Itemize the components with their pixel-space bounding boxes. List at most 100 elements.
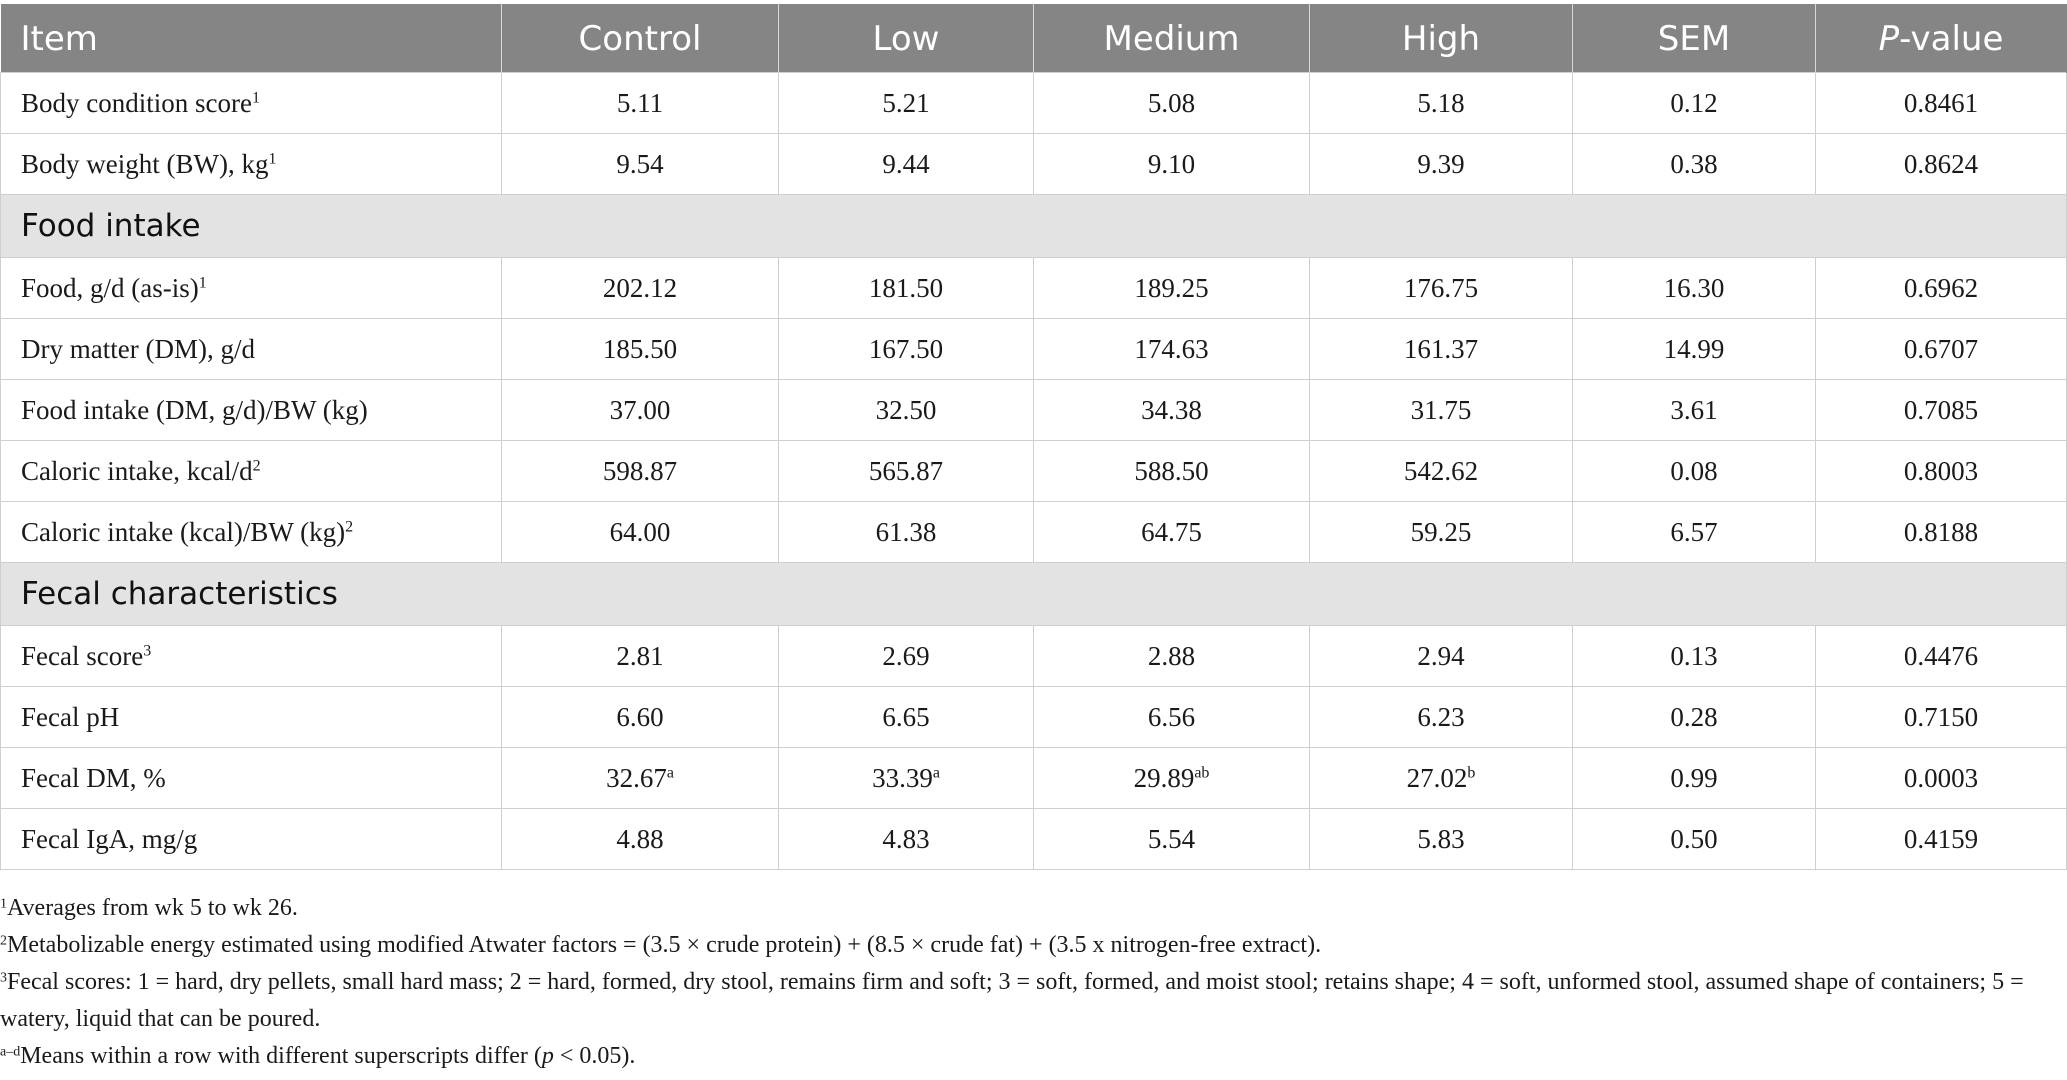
- cell-sem: 0.12: [1572, 72, 1816, 134]
- cell-high: 176.75: [1309, 257, 1573, 319]
- cell-control: 598.87: [501, 440, 779, 502]
- cell-value: 3.61: [1670, 394, 1718, 425]
- cell-value: 5.18: [1417, 87, 1465, 118]
- cell-value: 5.54: [1147, 823, 1196, 854]
- row-label-cell: Dry matter (DM), g/d: [0, 318, 502, 380]
- cell-value: 6.23: [1417, 701, 1465, 732]
- cell-low: 565.87: [778, 440, 1034, 502]
- cell-value: 0.4159: [1903, 823, 1979, 854]
- results-table: Item Control Low Medium High SEM P-value…: [0, 4, 2067, 870]
- cell-value: 6.65: [882, 701, 930, 732]
- cell-high: 542.62: [1309, 440, 1573, 502]
- row-label: Caloric intake (kcal)/BW (kg): [21, 516, 346, 547]
- cell-control: 37.00: [501, 379, 779, 441]
- section-title: Fecal characteristics: [0, 562, 2067, 626]
- cell-medium: 29.89ab: [1033, 747, 1310, 809]
- cell-low: 5.21: [778, 72, 1034, 134]
- cell-value: 4.83: [882, 823, 930, 854]
- cell-high: 5.83: [1309, 808, 1573, 870]
- cell-value: 167.50: [868, 333, 944, 364]
- cell-medium: 5.08: [1033, 72, 1310, 134]
- cell-value: 0.08: [1670, 455, 1718, 486]
- row-label-cell: Fecal DM, %: [0, 747, 502, 809]
- header-control: Control: [501, 4, 779, 73]
- cell-high: 6.23: [1309, 686, 1573, 748]
- cell-value: 5.83: [1417, 823, 1465, 854]
- cell-p-value: 0.8624: [1815, 133, 2067, 195]
- cell-control: 32.67a: [501, 747, 779, 809]
- row-label: Body weight (BW), kg: [21, 148, 269, 179]
- cell-low: 61.38: [778, 501, 1034, 563]
- cell-sem: 0.38: [1572, 133, 1816, 195]
- cell-value: 6.60: [616, 701, 664, 732]
- row-label-footnote-marker: 1: [198, 273, 207, 291]
- cell-control: 202.12: [501, 257, 779, 319]
- cell-low: 33.39a: [778, 747, 1034, 809]
- cell-sem: 0.28: [1572, 686, 1816, 748]
- cell-value: 9.39: [1417, 148, 1465, 179]
- row-label-cell: Fecal IgA, mg/g: [0, 808, 502, 870]
- header-item: Item: [0, 4, 502, 73]
- cell-value: 181.50: [868, 272, 944, 303]
- cell-value: 5.11: [616, 87, 664, 118]
- cell-value: 61.38: [875, 516, 937, 547]
- row-label: Fecal IgA, mg/g: [21, 823, 198, 854]
- cell-medium: 34.38: [1033, 379, 1310, 441]
- cell-value: 0.8003: [1903, 455, 1979, 486]
- footnote-1-marker: 1: [0, 896, 7, 912]
- row-label-cell: Fecal score3: [0, 625, 502, 687]
- cell-sem: 3.61: [1572, 379, 1816, 441]
- cell-p-value: 0.4159: [1815, 808, 2067, 870]
- cell-value: 64.00: [609, 516, 671, 547]
- row-label-cell: Food, g/d (as-is)1: [0, 257, 502, 319]
- row-label-cell: Body condition score1: [0, 72, 502, 134]
- cell-value: 161.37: [1403, 333, 1479, 364]
- row-label: Fecal score: [21, 640, 144, 671]
- cell-value: 59.25: [1410, 516, 1472, 547]
- cell-superscript: b: [1467, 763, 1476, 781]
- cell-medium: 189.25: [1033, 257, 1310, 319]
- cell-p-value: 0.7150: [1815, 686, 2067, 748]
- footnote-3-text: Fecal scores: 1 = hard, dry pellets, sma…: [0, 969, 2024, 1032]
- cell-sem: 0.08: [1572, 440, 1816, 502]
- cell-value: 32.50: [875, 394, 937, 425]
- cell-p-value: 0.6707: [1815, 318, 2067, 380]
- cell-value: 598.87: [602, 455, 678, 486]
- cell-value: 185.50: [602, 333, 678, 364]
- cell-medium: 2.88: [1033, 625, 1310, 687]
- cell-control: 4.88: [501, 808, 779, 870]
- row-label: Body condition score: [21, 87, 252, 118]
- table-row: Dry matter (DM), g/d 185.50 167.50 174.63 16…: [0, 318, 2067, 380]
- cell-value: 0.4476: [1903, 640, 1979, 671]
- cell-value: 34.38: [1141, 394, 1202, 425]
- cell-value: 0.13: [1670, 640, 1718, 671]
- row-label: Food, g/d (as-is): [21, 272, 199, 303]
- cell-high: 31.75: [1309, 379, 1573, 441]
- table-row: Fecal IgA, mg/g 4.88 4.83 5.54 5.83 0.50 0.415…: [0, 808, 2067, 870]
- cell-p-value: 0.7085: [1815, 379, 2067, 441]
- cell-medium: 174.63: [1033, 318, 1310, 380]
- section-header-row: Fecal characteristics: [0, 562, 2067, 626]
- cell-value: 0.8188: [1903, 516, 1979, 547]
- cell-value: 0.0003: [1903, 762, 1979, 793]
- table-row: Fecal score3 2.81 2.69 2.88 2.94 0.13 0.4476: [0, 625, 2067, 687]
- cell-value: 37.00: [609, 394, 671, 425]
- row-label-footnote-marker: 2: [345, 517, 354, 535]
- footnote-1: 1Averages from wk 5 to wk 26.: [0, 890, 2060, 927]
- cell-p-value: 0.8461: [1815, 72, 2067, 134]
- cell-low: 9.44: [778, 133, 1034, 195]
- cell-medium: 9.10: [1033, 133, 1310, 195]
- row-label-cell: Food intake (DM, g/d)/BW (kg): [0, 379, 502, 441]
- cell-value: 6.56: [1147, 701, 1196, 732]
- cell-low: 4.83: [778, 808, 1034, 870]
- row-label: Caloric intake, kcal/d: [21, 455, 253, 486]
- cell-low: 167.50: [778, 318, 1034, 380]
- footnote-4-text-pre: Means within a row with different supers…: [20, 1043, 542, 1069]
- cell-value: 32.67: [606, 762, 667, 793]
- results-table-container: Item Control Low Medium High SEM P-value…: [0, 4, 2067, 870]
- cell-medium: 64.75: [1033, 501, 1310, 563]
- cell-high: 59.25: [1309, 501, 1573, 563]
- cell-control: 2.81: [501, 625, 779, 687]
- cell-value: 2.94: [1417, 640, 1465, 671]
- table-body: Body condition score1 5.11 5.21 5.08 5.18 0.1…: [0, 72, 2067, 870]
